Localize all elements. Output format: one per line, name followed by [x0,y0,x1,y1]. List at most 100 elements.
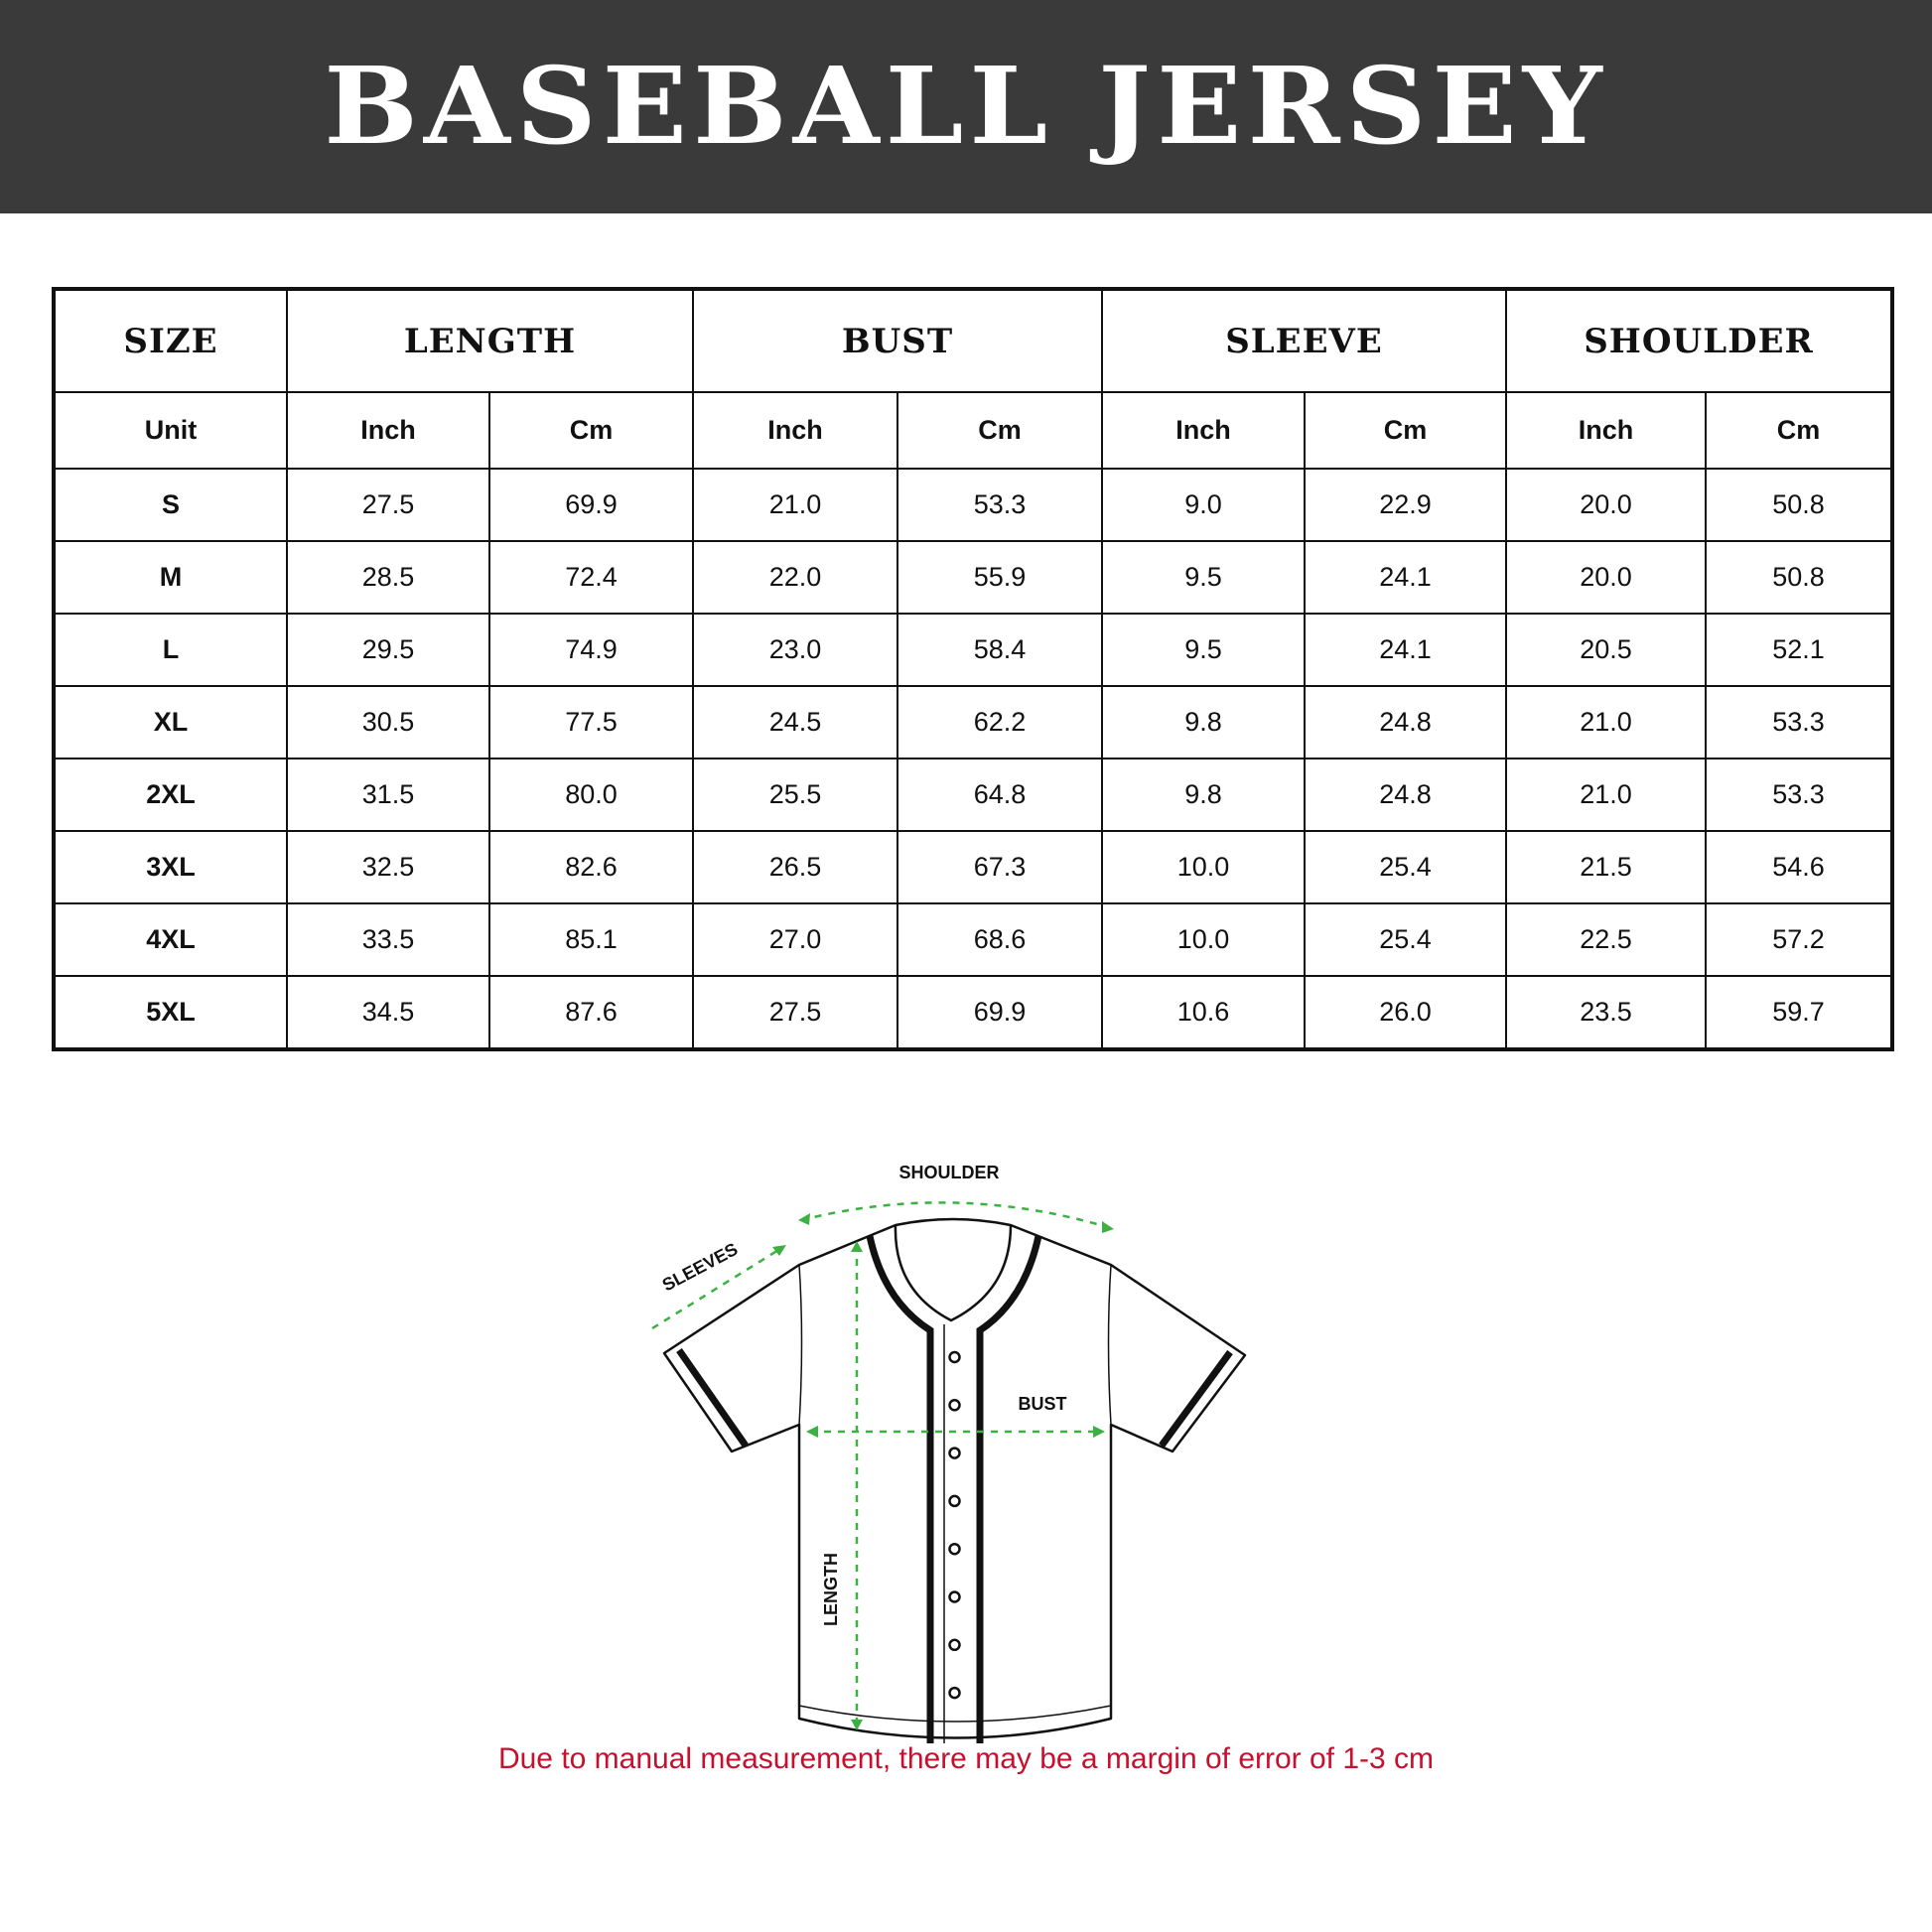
measurement-cell: 30.5 [286,685,490,759]
measurement-cell: 80.0 [488,758,694,832]
measurement-cell: 25.4 [1304,902,1507,977]
measure-arrows [772,1213,1114,1730]
measurement-cell: 24.1 [1304,540,1507,615]
measurement-cell: 9.5 [1101,613,1306,687]
unit-header: Cm [1304,391,1507,470]
unit-header: Inch [1101,391,1306,470]
table-row: 4XL 33.5 85.1 27.0 68.6 10.0 25.4 22.5 57.2 [53,902,1894,977]
measurement-cell: 69.9 [488,468,694,542]
table-row: S 27.5 69.9 21.0 53.3 9.0 22.9 20.0 50.8 [53,468,1894,542]
jersey-diagram: SHOULDER SLEEVES BUST LENGTH [651,1163,1247,1743]
measurement-cell: 68.6 [897,902,1103,977]
measurement-cell: 74.9 [488,613,694,687]
measurement-cell: 10.6 [1101,975,1306,1050]
measurement-cell: 59.7 [1704,975,1894,1050]
placket-stripes [676,1235,1233,1743]
title-banner: BASEBALL JERSEY [0,0,1932,213]
measurement-cell: 9.8 [1101,758,1306,832]
measurement-cell: 85.1 [488,902,694,977]
measurement-cell: 9.5 [1101,540,1306,615]
hem-line [798,1705,1112,1723]
measurement-cell: 20.0 [1505,468,1707,542]
header-shoulder: SHOULDER [1504,288,1894,393]
measurement-cell: 34.5 [286,975,490,1050]
unit-header: Inch [692,391,898,470]
measurement-cell: 10.0 [1101,830,1306,904]
measurement-cell: 67.3 [897,830,1103,904]
measurement-cell: 26.0 [1304,975,1507,1050]
measurement-cell: 27.5 [692,975,898,1050]
measurement-cell: 20.0 [1505,540,1707,615]
measurement-cell: 23.0 [692,613,898,687]
table-row: 2XL 31.5 80.0 25.5 64.8 9.8 24.8 21.0 53.3 [53,758,1894,832]
measurement-cell: 31.5 [286,758,490,832]
table-row: L 29.5 74.9 23.0 58.4 9.5 24.1 20.5 52.1 [53,613,1894,687]
measurement-cell: 29.5 [286,613,490,687]
measurement-cell: 24.8 [1304,758,1507,832]
measurement-disclaimer: Due to manual measurement, there may be … [497,1742,1435,1775]
measurement-cell: 77.5 [488,685,694,759]
measurement-cell: 53.3 [897,468,1103,542]
table-row: 5XL 34.5 87.6 27.5 69.9 10.6 26.0 23.5 59.7 [53,975,1894,1050]
buttons [948,1350,961,1700]
measurement-cell: 58.4 [897,613,1103,687]
measurement-cell: 53.3 [1704,758,1894,832]
size-cell: 2XL [53,758,288,832]
unit-header: Inch [1505,391,1707,470]
header-sleeve: SLEEVE [1101,288,1507,393]
sleeves-label: SLEEVES [659,1239,742,1296]
table-row: XL 30.5 77.5 24.5 62.2 9.8 24.8 21.0 53.3 [53,685,1894,759]
unit-row: Unit Inch Cm Inch Cm Inch Cm Inch Cm [53,391,1894,470]
measurement-cell: 87.6 [488,975,694,1050]
size-chart-table: SIZE LENGTH BUST SLEEVE SHOULDER Unit Inc… [52,287,1895,1051]
measurement-cell: 52.1 [1704,613,1894,687]
measurement-cell: 22.5 [1505,902,1707,977]
measurement-cell: 50.8 [1704,468,1894,542]
measurement-cell: 21.5 [1505,830,1707,904]
size-cell: 4XL [53,902,288,977]
jersey-body [662,1217,1247,1739]
size-cell: L [53,613,288,687]
measurement-cell: 9.0 [1101,468,1306,542]
measurement-cell: 53.3 [1704,685,1894,759]
measurement-cell: 24.5 [692,685,898,759]
size-cell: 5XL [53,975,288,1050]
measurement-cell: 22.0 [692,540,898,615]
collar [894,1224,1013,1322]
unit-header: Cm [488,391,694,470]
size-cell: 3XL [53,830,288,904]
button-icon [948,1447,961,1459]
measurement-cell: 82.6 [488,830,694,904]
page-title: BASEBALL JERSEY [324,45,1608,169]
measurement-cell: 27.5 [286,468,490,542]
size-cell: S [53,468,288,542]
measurement-cell: 23.5 [1505,975,1707,1050]
measurement-cell: 26.5 [692,830,898,904]
header-bust: BUST [692,288,1103,393]
button-icon [948,1686,961,1700]
measurement-cell: 24.1 [1304,613,1507,687]
length-label: LENGTH [821,1553,841,1626]
measurement-cell: 55.9 [897,540,1103,615]
measurement-cell: 57.2 [1704,902,1894,977]
measurement-cell: 32.5 [286,830,490,904]
button-icon [948,1350,961,1364]
header-length: LENGTH [286,288,694,393]
header-row: SIZE LENGTH BUST SLEEVE SHOULDER [53,288,1894,393]
unit-header: Cm [897,391,1103,470]
shoulder-label: SHOULDER [898,1163,999,1182]
sleeve-measure [651,1245,784,1330]
measurement-cell: 50.8 [1704,540,1894,615]
measurement-cell: 22.9 [1304,468,1507,542]
shoulder-measure [800,1201,1112,1230]
unit-label: Unit [53,391,288,470]
unit-header: Cm [1704,391,1894,470]
measurement-cell: 9.8 [1101,685,1306,759]
measurement-cell: 33.5 [286,902,490,977]
button-icon [948,1542,961,1556]
measurement-cell: 20.5 [1505,613,1707,687]
measurement-cell: 25.5 [692,758,898,832]
measure-lines [651,1201,1112,1726]
measurement-cell: 10.0 [1101,902,1306,977]
header-size: SIZE [53,288,288,393]
